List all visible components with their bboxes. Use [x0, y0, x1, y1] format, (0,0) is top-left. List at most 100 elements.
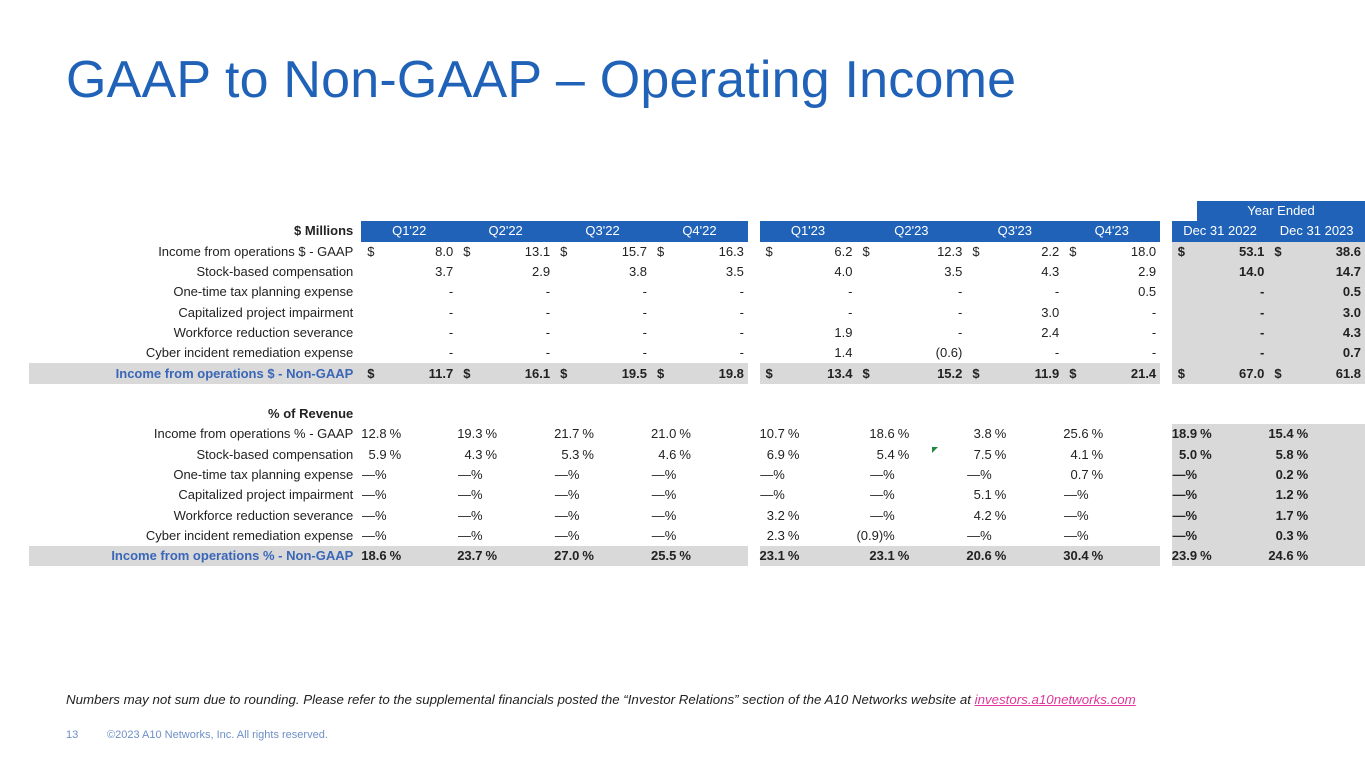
- currency-symbol: [457, 343, 482, 363]
- table-row: Cyber incident remediation expense —% —% —%…: [29, 525, 1365, 547]
- table-cell: 18.0: [1130, 243, 1157, 259]
- gap-cell: [747, 505, 760, 526]
- table-cell: -: [1197, 282, 1269, 303]
- table-row: Stock-based compensation 3.7 2.9 3.8 3.5 4.0 3…: [29, 261, 1365, 283]
- percent-sign: %: [482, 546, 555, 567]
- percent-sign: %: [787, 426, 800, 442]
- table-cell: -: [1151, 324, 1157, 340]
- table-cell: —%: [967, 527, 992, 543]
- gap-cell: [747, 546, 760, 567]
- gap-cell: [1160, 322, 1172, 344]
- table-cell: -: [642, 304, 648, 320]
- column-header-row: $ Millions Q1'22 Q2'22 Q3'22 Q4'22 Q1'23 Q2'23…: [29, 221, 1365, 242]
- currency-symbol: $: [560, 243, 568, 259]
- table-cell: 4.3: [1293, 322, 1365, 344]
- percent-sign: [1197, 525, 1269, 547]
- table-cell: 11.9: [991, 363, 1064, 384]
- percent-sign: [387, 526, 458, 546]
- percent-sign: [785, 485, 857, 505]
- currency-symbol: $: [1063, 363, 1089, 384]
- table-cell: 12.3: [937, 243, 963, 259]
- table-cell: —%: [1064, 507, 1089, 523]
- percent-sign: %: [389, 426, 402, 442]
- table-cell: —%: [554, 467, 580, 482]
- table-cell: —%: [1171, 485, 1198, 506]
- currency-symbol: [361, 282, 386, 302]
- table-cell: —%: [554, 487, 580, 503]
- column-header: Q2'22: [457, 221, 555, 242]
- table-cell: —%: [870, 507, 895, 523]
- column-header: Q4'22: [651, 221, 748, 242]
- table-cell: -: [739, 304, 744, 320]
- percent-sign: [895, 485, 967, 505]
- currency-symbol: [856, 282, 894, 302]
- page-title: GAAP to Non-GAAP – Operating Income: [66, 51, 1017, 109]
- table-cell: 1.4: [834, 345, 853, 361]
- percent-sign: %: [582, 426, 594, 442]
- table-cell: 13.4: [784, 363, 857, 384]
- row-label: One-time tax planning expense: [173, 284, 354, 300]
- table-cell: 8.0: [435, 243, 454, 259]
- currency-symbol: [1268, 343, 1294, 364]
- table-cell: 18.6: [361, 546, 387, 567]
- percent-sign: [579, 505, 651, 525]
- table-cell: 3.8: [628, 264, 648, 280]
- percent-sign: %: [1293, 444, 1365, 465]
- table-cell: -: [1054, 345, 1060, 361]
- table-row: Income from operations $ - GAAP $8.0 $13.1…: [29, 241, 1365, 262]
- table-cell: 18.9: [1171, 424, 1198, 445]
- section-label-row: % of Revenue: [29, 404, 1365, 424]
- currency-symbol: [760, 282, 785, 302]
- gap-cell: [1160, 485, 1172, 506]
- table-cell: (0.6): [935, 345, 963, 361]
- percent-sign: %: [994, 426, 1007, 442]
- gap-cell: [1160, 241, 1172, 262]
- gap-cell: [747, 485, 760, 506]
- table-cell: 2.4: [1041, 324, 1060, 340]
- currency-symbol: [1268, 282, 1294, 303]
- table-cell: —%: [554, 507, 580, 523]
- table-cell: 0.5: [1138, 284, 1157, 300]
- row-label: Capitalized project impairment: [178, 487, 354, 503]
- table-cell: 0.5: [1293, 282, 1365, 303]
- percent-sign: [483, 485, 555, 505]
- gap-cell: [747, 282, 760, 303]
- year-ended-header: Year Ended: [1197, 201, 1365, 222]
- table-cell: -: [642, 345, 648, 361]
- table-cell: 5.1: [973, 487, 992, 503]
- percent-sign: [387, 465, 458, 485]
- table-cell: —%: [457, 527, 483, 543]
- total-row: Income from operations $ - Non-GAAP $11.7…: [29, 363, 1365, 384]
- currency-symbol: [1063, 343, 1088, 363]
- table-cell: —%: [760, 487, 785, 503]
- percent-sign: %: [994, 487, 1007, 503]
- row-label: Income from operations % - Non-GAAP: [29, 546, 362, 567]
- table-cell: 6.2: [834, 243, 853, 259]
- table-cell: -: [958, 324, 963, 340]
- table-cell: 5.9: [368, 446, 387, 462]
- table-cell: 15.2: [894, 363, 967, 384]
- blank-cell: [29, 201, 1197, 221]
- row-label: Workforce reduction severance: [173, 324, 354, 340]
- table-cell: 53.1: [1197, 241, 1269, 262]
- investor-relations-link[interactable]: investors.a10networks.com: [974, 692, 1136, 707]
- currency-symbol: [1268, 302, 1294, 323]
- table-cell: 38.6: [1293, 241, 1365, 262]
- table-cell: 19.8: [676, 363, 748, 384]
- percent-sign: %: [894, 546, 967, 567]
- gap-cell: [747, 525, 760, 547]
- currency-symbol: [760, 302, 785, 322]
- percent-sign: [895, 526, 967, 546]
- gap-cell: [1160, 302, 1172, 323]
- currency-symbol: [1171, 343, 1198, 364]
- percent-sign: [676, 465, 748, 485]
- gap-cell: [1160, 424, 1172, 445]
- gap-cell: [1160, 282, 1172, 303]
- table-cell: 2.9: [1138, 264, 1157, 280]
- percent-sign: [387, 505, 458, 525]
- column-header: Q1'23: [759, 221, 857, 242]
- currency-symbol: [457, 302, 482, 322]
- currency-symbol: $: [463, 243, 471, 259]
- currency-symbol: [856, 323, 894, 343]
- percent-sign: %: [991, 546, 1064, 567]
